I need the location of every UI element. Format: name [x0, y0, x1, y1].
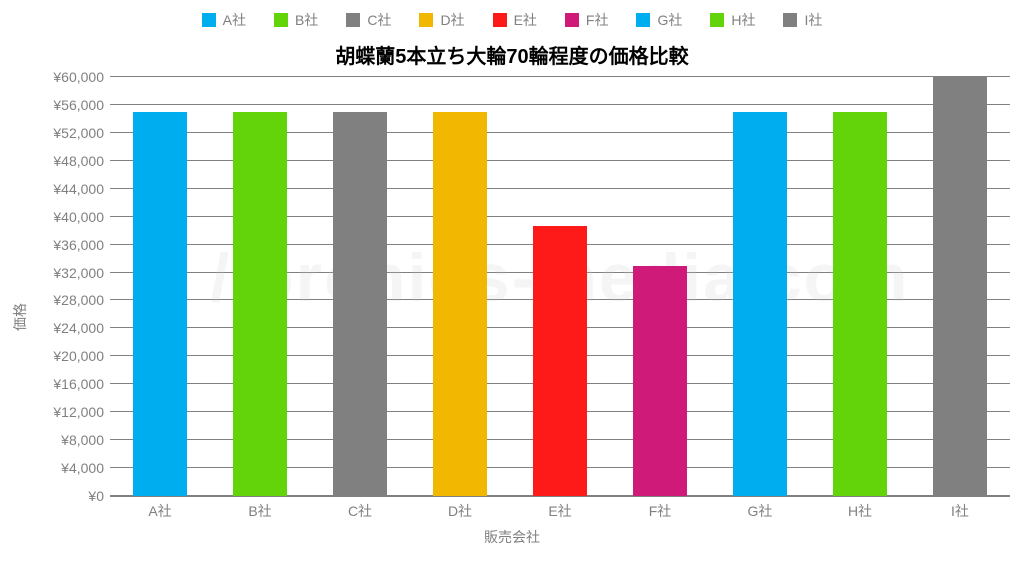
legend-label: G社	[657, 10, 682, 30]
y-tick-label: ¥60,000	[53, 69, 104, 85]
legend-swatch	[565, 13, 579, 27]
legend-item: F社	[565, 10, 609, 30]
bar-slot	[310, 77, 410, 496]
x-tick-label: G社	[710, 501, 810, 521]
bar-slot	[110, 77, 210, 496]
y-tick-label: ¥4,000	[61, 460, 104, 476]
y-tick-label: ¥12,000	[53, 404, 104, 420]
y-tick-label: ¥56,000	[53, 97, 104, 113]
legend-label: B社	[295, 10, 318, 30]
legend-item: E社	[493, 10, 537, 30]
legend-label: D社	[440, 10, 464, 30]
bar	[133, 112, 187, 496]
x-axis-labels: A社B社C社D社E社F社G社H社I社	[110, 501, 1010, 521]
bar-slot	[610, 77, 710, 496]
legend-swatch	[346, 13, 360, 27]
y-tick-label: ¥0	[88, 488, 104, 504]
x-axis-title: 販売会社	[0, 527, 1024, 547]
bar	[833, 112, 887, 496]
legend-swatch	[419, 13, 433, 27]
y-tick-label: ¥28,000	[53, 292, 104, 308]
y-axis-label: 価格	[10, 303, 30, 331]
bars-container	[110, 77, 1010, 496]
legend-swatch	[202, 13, 216, 27]
bar	[433, 112, 487, 496]
y-tick-label: ¥24,000	[53, 320, 104, 336]
x-tick-label: C社	[310, 501, 410, 521]
legend-swatch	[710, 13, 724, 27]
legend-item: H社	[710, 10, 755, 30]
legend-swatch	[493, 13, 507, 27]
y-tick-label: ¥52,000	[53, 125, 104, 141]
bar-slot	[710, 77, 810, 496]
bar	[233, 112, 287, 496]
bar	[333, 112, 387, 496]
y-tick-label: ¥16,000	[53, 376, 104, 392]
y-tick-label: ¥20,000	[53, 348, 104, 364]
y-tick-label: ¥44,000	[53, 181, 104, 197]
plot-area: //orchids-media.com ¥0¥4,000¥8,000¥12,00…	[110, 77, 1010, 497]
bar-slot	[210, 77, 310, 496]
y-tick-label: ¥36,000	[53, 237, 104, 253]
legend-item: B社	[274, 10, 318, 30]
bar-slot	[410, 77, 510, 496]
chart-legend: A社 B社 C社 D社 E社 F社 G社 H社 I社	[0, 0, 1024, 36]
legend-label: A社	[223, 10, 246, 30]
y-tick-label: ¥32,000	[53, 265, 104, 281]
legend-item: D社	[419, 10, 464, 30]
x-tick-label: F社	[610, 501, 710, 521]
bar-slot	[810, 77, 910, 496]
legend-label: H社	[731, 10, 755, 30]
y-tick-label: ¥48,000	[53, 153, 104, 169]
x-tick-label: I社	[910, 501, 1010, 521]
legend-label: F社	[586, 10, 609, 30]
legend-item: G社	[636, 10, 682, 30]
legend-item: A社	[202, 10, 246, 30]
legend-item: I社	[783, 10, 822, 30]
x-tick-label: A社	[110, 501, 210, 521]
x-tick-label: B社	[210, 501, 310, 521]
legend-label: E社	[514, 10, 537, 30]
x-tick-label: D社	[410, 501, 510, 521]
y-tick-label: ¥40,000	[53, 209, 104, 225]
chart-area: 価格 //orchids-media.com ¥0¥4,000¥8,000¥12…	[0, 77, 1024, 557]
legend-label: I社	[804, 10, 822, 30]
legend-swatch	[636, 13, 650, 27]
legend-item: C社	[346, 10, 391, 30]
bar-slot	[910, 77, 1010, 496]
y-tick-label: ¥8,000	[61, 432, 104, 448]
chart-title: 胡蝶蘭5本立ち大輪70輪程度の価格比較	[0, 40, 1024, 69]
bar-slot	[510, 77, 610, 496]
x-tick-label: E社	[510, 501, 610, 521]
legend-swatch	[783, 13, 797, 27]
bar	[633, 266, 687, 496]
x-tick-label: H社	[810, 501, 910, 521]
bar	[933, 77, 987, 496]
bar	[533, 226, 587, 496]
legend-swatch	[274, 13, 288, 27]
legend-label: C社	[367, 10, 391, 30]
bar	[733, 112, 787, 496]
